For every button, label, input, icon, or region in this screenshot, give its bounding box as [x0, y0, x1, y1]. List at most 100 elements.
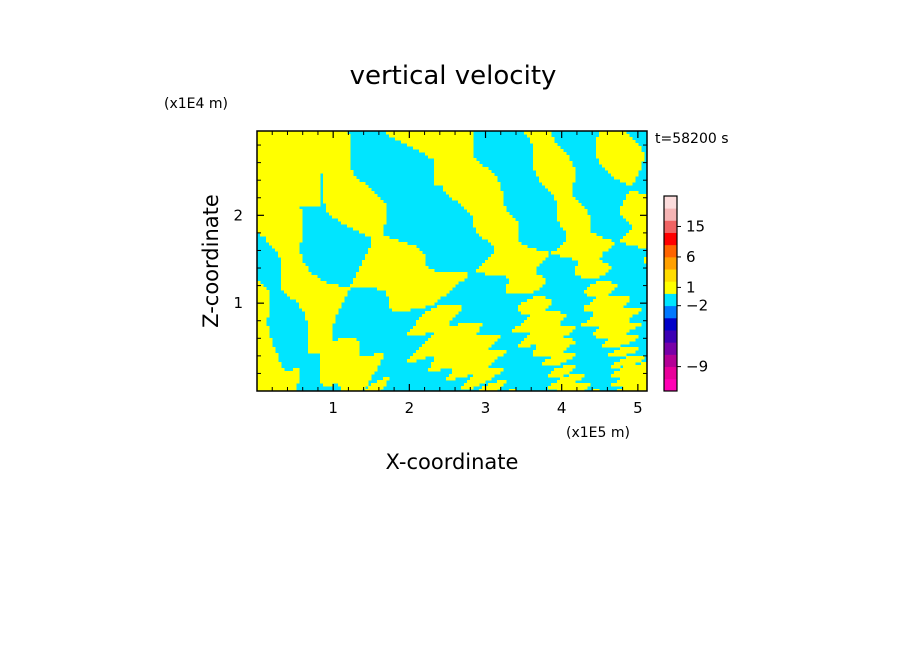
field-cell [368, 386, 384, 390]
field-cell [536, 344, 570, 348]
field-cell [323, 182, 366, 186]
field-cell [494, 251, 549, 255]
field-cell [467, 209, 507, 213]
field-cell [338, 338, 357, 342]
field-cell [257, 305, 270, 309]
field-cell [302, 308, 339, 312]
field-cell [419, 347, 489, 351]
field-cell [356, 275, 468, 279]
field-cell [551, 356, 573, 360]
field-cell [257, 152, 351, 156]
field-cell [557, 200, 579, 204]
field-cell [257, 374, 300, 378]
field-cell [530, 314, 567, 318]
field-cell [473, 215, 513, 219]
field-cell [611, 173, 639, 177]
field-cell [347, 224, 384, 228]
field-cell [461, 203, 504, 207]
field-cell [575, 272, 606, 276]
field-cell [434, 158, 477, 162]
field-cell [470, 212, 510, 216]
field-cell [431, 365, 489, 369]
field-cell [257, 161, 351, 165]
field-cell [257, 164, 351, 168]
field-cell [290, 296, 345, 300]
field-cell [533, 146, 561, 150]
field-cell [395, 137, 474, 141]
field-cell [320, 368, 378, 372]
field-cell [323, 185, 369, 189]
field-cell [623, 203, 647, 207]
field-cell [581, 323, 642, 327]
field-cell [473, 218, 516, 222]
field-cell [611, 374, 647, 378]
field-cell [596, 137, 633, 141]
field-cell [257, 347, 276, 351]
field-cell [320, 377, 372, 381]
field-cell [593, 314, 633, 318]
field-cell [479, 389, 498, 391]
field-cell [533, 158, 570, 162]
field-cell [473, 224, 519, 228]
field-cell [485, 272, 537, 276]
field-cell [533, 161, 573, 165]
field-cell [443, 188, 501, 192]
field-cell [407, 143, 474, 147]
time-label: t=58200 s [655, 131, 729, 147]
field-cell [521, 323, 561, 327]
field-cell [434, 356, 498, 360]
field-cell [257, 335, 270, 339]
field-cell [620, 377, 647, 381]
field-cell [530, 332, 570, 336]
field-cell [305, 311, 339, 315]
field-cell [359, 230, 384, 234]
field-cell [257, 176, 321, 180]
field-cell [530, 137, 555, 141]
field-cell [506, 290, 534, 294]
y-tick-label: 2 [233, 206, 243, 224]
field-cell [257, 287, 267, 291]
field-cell [296, 299, 345, 303]
field-cell [611, 365, 621, 369]
field-cell [329, 212, 387, 216]
field-cell [377, 287, 453, 291]
field-cell [533, 167, 576, 171]
field-cell [257, 155, 351, 159]
field-cell [539, 176, 576, 180]
field-cell [410, 329, 480, 333]
field-cell [608, 338, 636, 342]
field-cell [323, 191, 375, 195]
field-cell [326, 203, 387, 207]
field-cell [536, 347, 567, 351]
field-cell [632, 224, 647, 228]
field-cell [596, 152, 645, 156]
field-cell [491, 254, 549, 258]
field-cell [422, 344, 492, 348]
field-cell [584, 308, 642, 312]
field-cell [299, 305, 342, 309]
field-cell [593, 299, 630, 303]
field-cell [626, 182, 633, 186]
field-cell [257, 368, 285, 372]
field-cell [524, 320, 561, 324]
field-cell [599, 326, 636, 330]
field-cell [623, 365, 647, 369]
field-cell [551, 371, 570, 375]
field-cell [257, 197, 321, 201]
field-cell [257, 200, 321, 204]
field-cell [632, 227, 647, 231]
field-cell [284, 290, 348, 294]
field-cell [386, 131, 474, 135]
field-cell [527, 299, 552, 303]
field-cell [623, 386, 647, 390]
field-cell [323, 176, 357, 180]
field-cell [281, 257, 303, 261]
field-cell [575, 266, 612, 270]
field-cell [257, 362, 282, 366]
field-cell [554, 197, 576, 201]
field-cell [542, 182, 573, 186]
field-cell [584, 290, 612, 294]
field-cell [605, 341, 630, 345]
field-cell [365, 257, 426, 261]
field-cell [554, 194, 573, 198]
